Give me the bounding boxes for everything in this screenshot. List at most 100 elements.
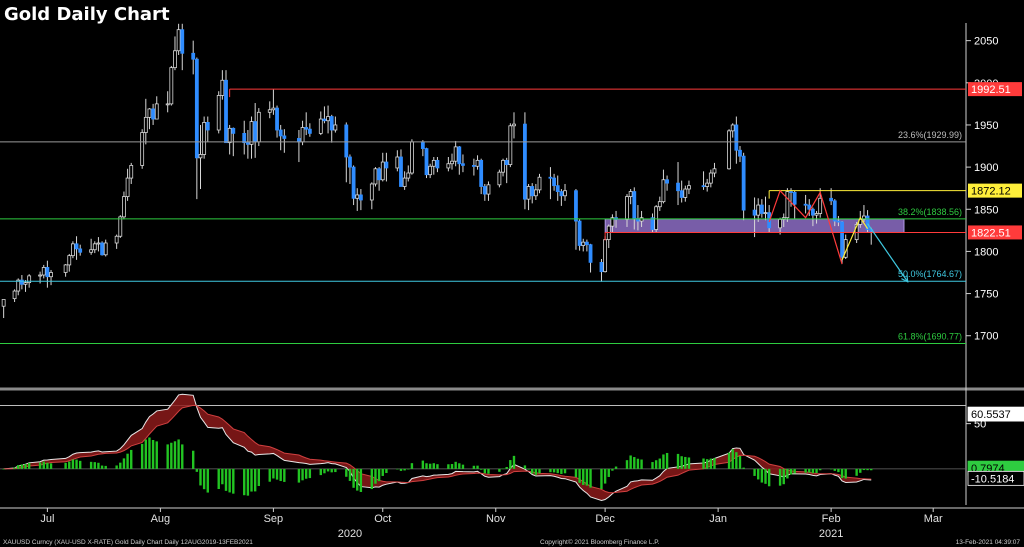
pattern-lines-layer [0,88,966,345]
candle-down [665,179,669,184]
candle-up [610,217,615,227]
indicator-histogram-bar [472,465,476,469]
indicator-histogram-bar [140,443,144,469]
candle-down [461,163,465,166]
indicator-histogram-bar [232,468,235,494]
indicator-histogram-bar [38,462,42,469]
candle-down [599,261,604,273]
y-tick-label: 1800 [974,246,998,258]
candle-down [100,242,104,256]
candle-up [661,179,666,203]
candle-up [657,201,662,208]
candle-up [27,275,32,284]
indicator-histogram-bar [676,453,680,469]
indicator-histogram-bar [713,458,716,469]
candle-up [497,171,502,186]
indicator-histogram-bar [93,462,96,469]
indicator-histogram-bar [560,468,563,474]
candle-down [555,185,560,192]
candle-up [23,282,28,285]
candle-down [759,204,764,214]
indicator-histogram-bar [359,468,363,492]
indicator-histogram-bar [454,461,457,469]
indicator-histogram-bar [20,464,24,469]
indicator-histogram-bar [17,465,20,469]
indicator-histogram-bar [589,468,592,488]
candle-up [410,141,414,174]
candle-up [730,124,735,132]
candle-up [512,123,516,127]
indicator-histogram-bar [614,466,618,469]
candle-up [140,132,145,166]
indicator-histogram-bar [862,468,866,471]
candle-up [176,29,181,52]
candle-up [453,146,458,162]
candle-down [329,116,334,131]
y-tick-label: 2050 [974,36,998,48]
candle-up [63,264,68,273]
pattern-line-1 [841,216,869,261]
candle-down [829,197,834,202]
candle-up [373,168,378,185]
indicator-histogram-bar [654,460,658,469]
candle-down [297,138,301,143]
y-tick-label: 1850 [974,204,998,216]
candle-up [708,172,713,184]
indicator-tick-label: 50 [974,419,986,431]
candle-up [129,165,134,179]
indicator-histogram-bar [625,460,629,469]
candle-down [348,156,352,168]
candle-down [275,107,279,131]
indicator-histogram-bar [374,468,377,484]
level-badge-text-support: 1822.51 [971,227,1011,239]
candle-up [486,184,491,195]
indicator-histogram-bar [228,468,231,493]
indicator-histogram-bar [192,450,195,469]
indicator-histogram-bar [611,468,614,471]
indicator-histogram-bar [421,460,425,469]
candle-down [588,244,593,263]
candle-down [632,191,637,219]
indicator-histogram-bar [552,468,556,473]
candle-up [71,243,75,257]
indicator-histogram-bar [636,458,640,469]
indicator-histogram-bar [833,468,836,471]
candle-up [1,299,6,307]
y-tick-label: 1900 [974,162,998,174]
candle-down [574,190,578,222]
indicator-histogram-bar [250,468,253,492]
indicator-histogram-bar [447,464,450,469]
indicator-histogram-bar [731,449,734,469]
indicator-histogram-bar [148,437,151,469]
footer-left: XAUUSD Curncy (XAU-USD X-RATE) Gold Dail… [3,539,253,546]
indicator-histogram-bar [319,468,322,476]
indicator-histogram-bar [100,465,104,469]
candle-up [125,177,130,198]
candle-down [504,159,509,165]
indicator-histogram-bar [268,468,271,482]
y-tick-label: 1700 [974,331,998,343]
level-badge-text-recent-high: 1872.12 [971,186,1011,198]
indicator-histogram-bar [476,465,479,469]
indicator-histogram-bar [629,455,632,469]
pattern-line-0 [768,189,843,265]
candle-down [180,29,185,54]
level-badge-resistance [968,82,1022,97]
indicator-histogram-bar [778,468,782,486]
candle-up [785,191,790,219]
indicator-histogram-bar [684,456,687,469]
candle-up [450,160,454,165]
candle-up [227,127,232,144]
y-tick-label: 1950 [974,120,998,132]
x-month-label: Sep [264,513,284,525]
indicator-histogram-bar [46,462,49,469]
indicator-histogram-bar [428,463,432,469]
indicator-histogram-bar [301,468,304,481]
indicator-histogram-bar [574,468,578,478]
indicator-histogram-bar [122,458,126,469]
candle-down [151,108,156,120]
indicator-histogram-bar [563,468,567,474]
indicator-histogram-bar [527,468,530,470]
candle-down [752,209,757,216]
candle-down [789,191,793,193]
